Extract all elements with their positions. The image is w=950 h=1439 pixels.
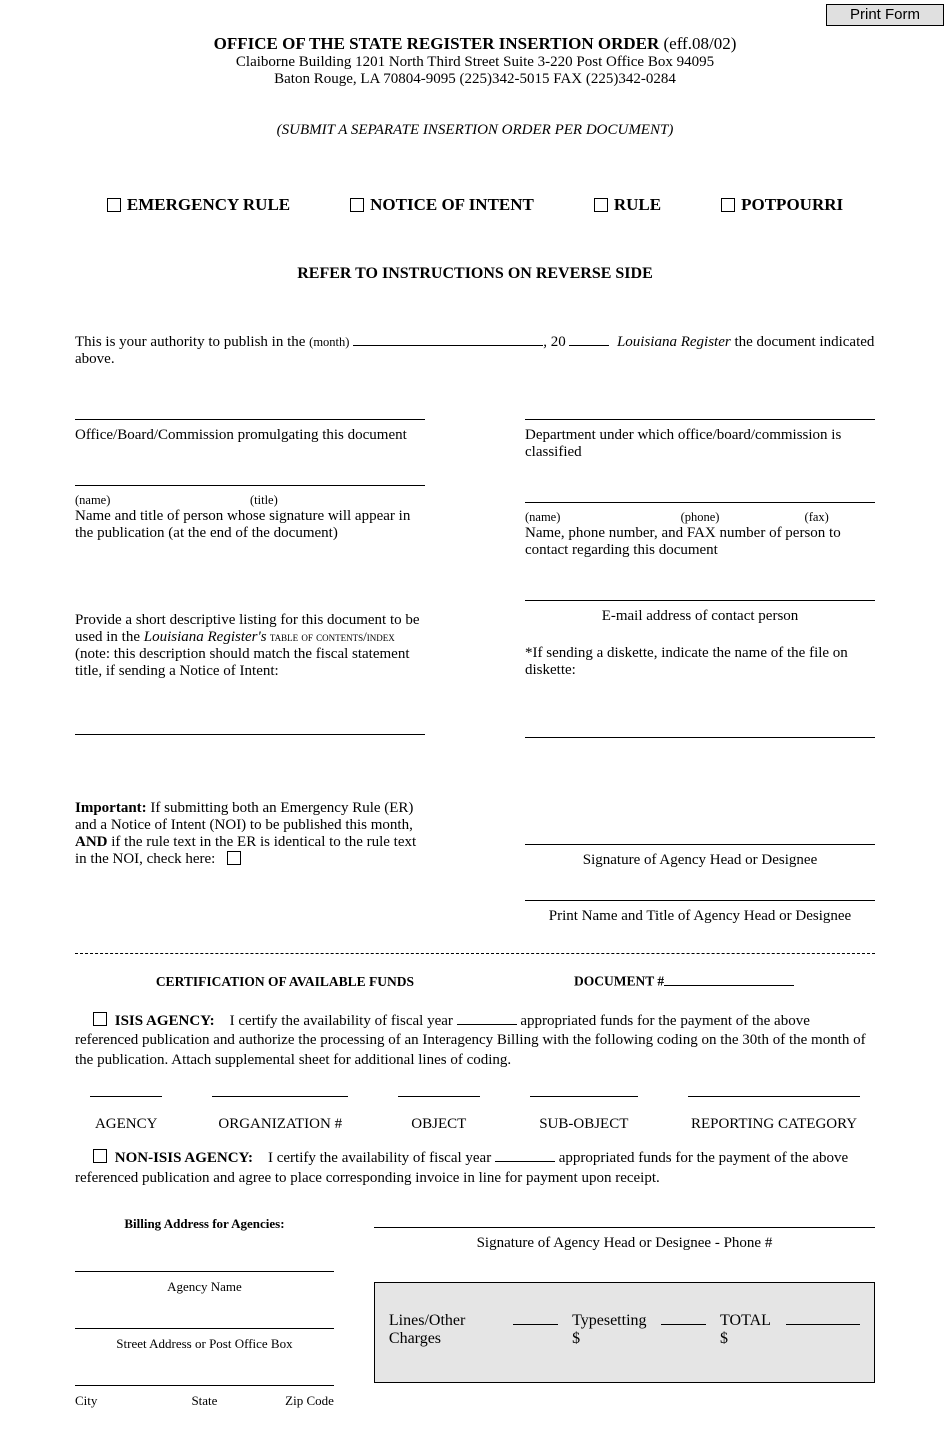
document-number-field: DOCUMENT # xyxy=(574,972,794,990)
title-line: OFFICE OF THE STATE REGISTER INSERTION O… xyxy=(75,34,875,54)
emergency-rule-checkbox[interactable] xyxy=(107,198,121,212)
name-title-input[interactable] xyxy=(75,485,425,486)
form-page: OFFICE OF THE STATE REGISTER INSERTION O… xyxy=(0,0,950,1439)
email-label: E-mail address of contact person xyxy=(525,606,875,625)
form-header: OFFICE OF THE STATE REGISTER INSERTION O… xyxy=(75,34,875,88)
agency-code-input[interactable] xyxy=(90,1096,162,1116)
contact-phone-sublabel: (phone) xyxy=(642,510,759,525)
billing-street-input[interactable] xyxy=(75,1328,334,1329)
nonisis-fiscal-year-input[interactable] xyxy=(495,1147,555,1162)
billing-row: Billing Address for Agencies: Agency Nam… xyxy=(75,1216,875,1409)
description-input[interactable] xyxy=(75,720,425,735)
billing-signature-label: Signature of Agency Head or Designee - P… xyxy=(374,1233,875,1252)
billing-signature-input[interactable] xyxy=(374,1227,875,1228)
right-column: Department under which office/board/comm… xyxy=(525,408,875,925)
sub-object-input[interactable] xyxy=(530,1096,639,1116)
print-form-button[interactable]: Print Form xyxy=(826,4,944,26)
notice-of-intent-option: NOTICE OF INTENT xyxy=(350,195,534,215)
year-input[interactable] xyxy=(569,331,609,346)
billing-city-state-zip-input[interactable] xyxy=(75,1385,334,1386)
potpourri-checkbox[interactable] xyxy=(721,198,735,212)
authority-line: This is your authority to publish in the… xyxy=(75,331,875,368)
rule-checkbox[interactable] xyxy=(594,198,608,212)
certification-header-row: CERTIFICATION OF AVAILABLE FUNDS DOCUMEN… xyxy=(75,972,875,990)
isis-agency-checkbox[interactable] xyxy=(93,1012,107,1026)
office-input[interactable] xyxy=(75,419,425,420)
identical-text-checkbox[interactable] xyxy=(227,851,241,865)
name-sublabel: (name) xyxy=(75,493,250,508)
contact-input[interactable] xyxy=(525,502,875,503)
address-line-1: Claiborne Building 1201 North Third Stre… xyxy=(75,54,875,71)
isis-fiscal-year-input[interactable] xyxy=(457,1010,517,1025)
title-eff: (eff.08/02) xyxy=(664,34,737,53)
title-sublabel: (title) xyxy=(250,493,425,508)
address-line-2: Baton Rouge, LA 70804-9095 (225)342-5015… xyxy=(75,71,875,88)
billing-left: Billing Address for Agencies: Agency Nam… xyxy=(75,1216,334,1409)
billing-agency-name-input[interactable] xyxy=(75,1271,334,1272)
reporting-category-input[interactable] xyxy=(688,1096,860,1116)
print-name-input[interactable] xyxy=(525,900,875,901)
certification-title: CERTIFICATION OF AVAILABLE FUNDS xyxy=(156,974,414,990)
month-input[interactable] xyxy=(353,331,543,346)
email-input[interactable] xyxy=(525,600,875,601)
billing-right: Signature of Agency Head or Designee - P… xyxy=(374,1216,875,1409)
notice-of-intent-checkbox[interactable] xyxy=(350,198,364,212)
signature-label-2: Print Name and Title of Agency Head or D… xyxy=(525,906,875,925)
object-input[interactable] xyxy=(398,1096,479,1116)
left-column: Office/Board/Commission promulgating thi… xyxy=(75,408,425,925)
description-block: Provide a short descriptive listing for … xyxy=(75,612,425,680)
non-isis-agency-paragraph: NON-ISIS AGENCY: I certify the availabil… xyxy=(75,1147,875,1188)
lines-charges-input[interactable] xyxy=(513,1309,559,1325)
department-input[interactable] xyxy=(525,419,875,420)
title-main: OFFICE OF THE STATE REGISTER INSERTION O… xyxy=(214,34,660,53)
signature-input-1[interactable] xyxy=(525,844,875,845)
total-input[interactable] xyxy=(786,1309,860,1325)
contact-desc: Name, phone number, and FAX number of pe… xyxy=(525,525,875,559)
diskette-note: *If sending a diskette, indicate the nam… xyxy=(525,645,875,679)
submit-note: (SUBMIT A SEPARATE INSERTION ORDER PER D… xyxy=(75,122,875,139)
section-divider xyxy=(75,953,875,954)
totals-box: Lines/Other Charges Typesetting $ TOTAL … xyxy=(374,1282,875,1383)
two-column-section: Office/Board/Commission promulgating thi… xyxy=(75,408,875,925)
coding-row: AGENCY ORGANIZATION # OBJECT SUB-OBJECT … xyxy=(75,1096,875,1133)
department-label: Department under which office/board/comm… xyxy=(525,425,875,461)
document-number-input[interactable] xyxy=(664,972,794,986)
contact-name-sublabel: (name) xyxy=(525,510,642,525)
isis-agency-paragraph: ISIS AGENCY: I certify the availability … xyxy=(75,1010,875,1071)
potpourri-option: POTPOURRI xyxy=(721,195,843,215)
refer-instructions: REFER TO INSTRUCTIONS ON REVERSE SIDE xyxy=(75,265,875,283)
typesetting-input[interactable] xyxy=(661,1309,707,1325)
document-type-row: EMERGENCY RULE NOTICE OF INTENT RULE POT… xyxy=(75,195,875,215)
rule-option: RULE xyxy=(594,195,661,215)
name-title-desc: Name and title of person whose signature… xyxy=(75,508,425,542)
signature-label-1: Signature of Agency Head or Designee xyxy=(525,850,875,869)
emergency-rule-option: EMERGENCY RULE xyxy=(107,195,290,215)
non-isis-agency-checkbox[interactable] xyxy=(93,1149,107,1163)
contact-fax-sublabel: (fax) xyxy=(758,510,875,525)
important-block: Important: If submitting both an Emergen… xyxy=(75,800,425,868)
diskette-filename-input[interactable] xyxy=(525,723,875,738)
organization-input[interactable] xyxy=(212,1096,348,1116)
office-label: Office/Board/Commission promulgating thi… xyxy=(75,425,425,444)
